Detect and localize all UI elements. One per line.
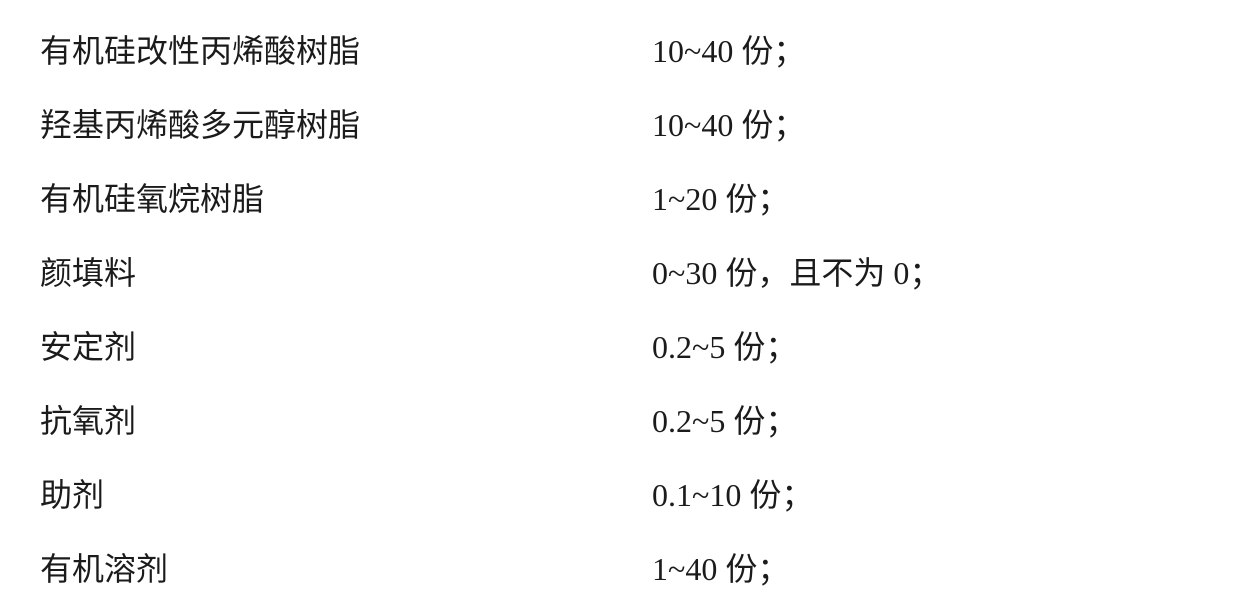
ingredient-label: 有机溶剂 [40, 532, 652, 606]
ingredient-label: 助剂 [40, 458, 652, 532]
ingredient-value: 10~40 份； [652, 14, 805, 88]
list-row: 助剂 0.1~10 份； [40, 458, 1200, 532]
ingredient-label: 有机硅氧烷树脂 [40, 162, 652, 236]
ingredient-label: 抗氧剂 [40, 384, 652, 458]
ingredient-value: 1~40 份； [652, 532, 789, 606]
ingredient-value: 0.1~10 份； [652, 458, 813, 532]
ingredient-value: 0~30 份，且不为 0； [652, 236, 941, 310]
list-row: 安定剂 0.2~5 份； [40, 310, 1200, 384]
ingredient-value: 1~20 份； [652, 162, 789, 236]
ingredient-value: 0.2~5 份； [652, 310, 797, 384]
ingredient-value: 0.2~5 份； [652, 384, 797, 458]
list-row: 有机溶剂 1~40 份； [40, 532, 1200, 606]
ingredient-value: 10~40 份； [652, 88, 805, 162]
list-row: 颜填料 0~30 份，且不为 0； [40, 236, 1200, 310]
ingredient-label: 安定剂 [40, 310, 652, 384]
list-row: 抗氧剂 0.2~5 份； [40, 384, 1200, 458]
list-row: 有机硅改性丙烯酸树脂 10~40 份； [40, 14, 1200, 88]
ingredient-label: 有机硅改性丙烯酸树脂 [40, 14, 652, 88]
list-row: 羟基丙烯酸多元醇树脂 10~40 份； [40, 88, 1200, 162]
list-row: 有机硅氧烷树脂 1~20 份； [40, 162, 1200, 236]
ingredient-label: 羟基丙烯酸多元醇树脂 [40, 88, 652, 162]
ingredient-list: 有机硅改性丙烯酸树脂 10~40 份； 羟基丙烯酸多元醇树脂 10~40 份； … [0, 0, 1240, 608]
ingredient-label: 颜填料 [40, 236, 652, 310]
